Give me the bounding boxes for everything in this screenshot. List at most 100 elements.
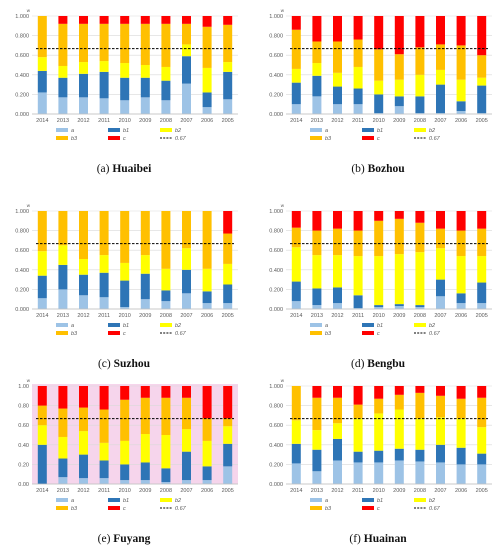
bar-segment-b1 [394, 96, 404, 107]
bar-segment-b2 [161, 66, 171, 81]
x-tick-label: 2007 [180, 488, 192, 494]
x-tick-label: 2013 [57, 118, 69, 124]
bar-segment-b1 [37, 275, 47, 299]
panel-suzhou: 0.000 0.200 0.400 0.600 0.800 1.000 w 2014 2013 2… [0, 195, 248, 375]
bar-segment-c [394, 211, 404, 219]
bar-segment-b2 [415, 418, 425, 450]
bar-segment-a [456, 464, 466, 484]
bar-segment-b3 [436, 228, 445, 249]
bar-segment-a [394, 106, 404, 114]
y-tick-label: 0.400 [15, 268, 29, 274]
bar-segment-b1 [436, 279, 445, 297]
bar-segment-b1 [353, 451, 363, 463]
legend-swatch-b1 [362, 323, 374, 327]
bar-segment-b3 [58, 23, 68, 66]
legend-label: b3 [71, 506, 78, 512]
bar-segment-a [333, 460, 342, 484]
bar-segment-b3 [374, 49, 384, 81]
bar-segment-c [436, 386, 445, 396]
bar-segment-a [202, 303, 212, 309]
y-tick-label: 0.000 [15, 307, 29, 313]
legend-swatch-b1 [108, 128, 120, 132]
legend-label: b1 [123, 128, 129, 134]
y-tick-label: 0.800 [15, 229, 29, 235]
legend-swatch-b2 [414, 128, 426, 132]
bar-segment-b2 [353, 418, 363, 452]
bar-segment-b1 [37, 70, 47, 93]
x-tick-label: 2005 [476, 313, 488, 319]
bar-segment-b1 [120, 77, 130, 101]
legend-label: b3 [71, 136, 78, 142]
bar-segment-b2 [79, 62, 88, 74]
legend-label: b1 [123, 498, 129, 504]
bar-segment-a [182, 293, 191, 309]
bar-segment-b3 [79, 23, 88, 63]
bar-segment-c [58, 386, 68, 409]
bar-segment-a [58, 477, 68, 484]
bar-segment-b3 [436, 44, 445, 70]
x-tick-label: 2006 [455, 313, 467, 319]
bar-segment-a [182, 480, 191, 484]
bar-segment-c [415, 211, 425, 223]
legend-label: 0.67 [429, 136, 441, 142]
bar-segment-a [120, 100, 130, 114]
x-tick-label: 2013 [57, 488, 69, 494]
bar-segment-b1 [58, 264, 68, 290]
legend-swatch-c [362, 506, 374, 510]
bar-segment-b3 [161, 23, 171, 67]
bar-segment-b1 [140, 462, 150, 481]
bar-segment-b3 [415, 222, 425, 253]
bar-segment-b2 [37, 251, 47, 276]
y-tick-label: 0.000 [269, 482, 283, 488]
caption-letter: (b) [351, 163, 365, 175]
panel-bozhou: 0.000 0.200 0.400 0.600 0.800 1.000 w 2014 2013 2… [254, 0, 502, 180]
bar-segment-b1 [333, 86, 342, 105]
legend-swatch-b3 [310, 506, 322, 510]
bar-segment-b3 [37, 16, 47, 58]
bar-segment-b3 [223, 418, 233, 427]
y-tick-label: 0.400 [269, 268, 283, 274]
bar-segment-a [353, 104, 363, 114]
bar-segment-a [312, 305, 322, 309]
bar-segment-b1 [182, 269, 191, 294]
legend-label: 0.67 [429, 331, 441, 337]
legend-label: a [325, 323, 328, 329]
legend-label: b2 [429, 128, 435, 134]
x-tick-label: 2005 [222, 488, 234, 494]
x-tick-label: 2010 [373, 118, 385, 124]
bar-segment-b2 [353, 66, 363, 89]
x-tick-label: 2014 [36, 118, 48, 124]
bar-segment-b2 [374, 80, 384, 95]
bar-segment-b3 [374, 220, 384, 257]
bar-segment-b2 [415, 252, 425, 306]
bar-segment-b3 [99, 211, 109, 256]
x-tick-label: 2006 [455, 118, 467, 124]
bar-segment-b2 [312, 255, 322, 289]
bar-segment-b1 [202, 291, 212, 304]
y-tick-label: 0.800 [269, 404, 283, 410]
bar-segment-b1 [161, 468, 171, 483]
bar-segment-b3 [394, 54, 404, 80]
bar-segment-c [161, 386, 171, 398]
legend-label: b3 [325, 331, 332, 337]
bar-segment-b2 [140, 65, 150, 78]
bar-segment-b1 [223, 71, 233, 100]
bar-segment-b2 [58, 245, 68, 265]
bar-segment-b2 [333, 423, 342, 439]
bar-segment-a [333, 303, 342, 309]
legend-swatch-c [108, 331, 120, 335]
bar-segment-b1 [99, 71, 109, 99]
bar-segment-a [291, 301, 301, 309]
bar-segment-b2 [436, 417, 445, 445]
caption-letter: (f) [349, 533, 361, 545]
bar-segment-b1 [99, 272, 109, 298]
y-tick-label: 0.400 [269, 443, 283, 449]
bar-segment-b2 [182, 248, 191, 270]
legend-label: b1 [377, 498, 383, 504]
bar-segment-b3 [456, 398, 466, 419]
bar-segment-b3 [99, 409, 109, 443]
legend-label: b2 [175, 323, 181, 329]
bar-segment-c [456, 386, 466, 399]
bar-segment-b3 [291, 386, 301, 421]
legend-label: 0.67 [429, 506, 441, 512]
